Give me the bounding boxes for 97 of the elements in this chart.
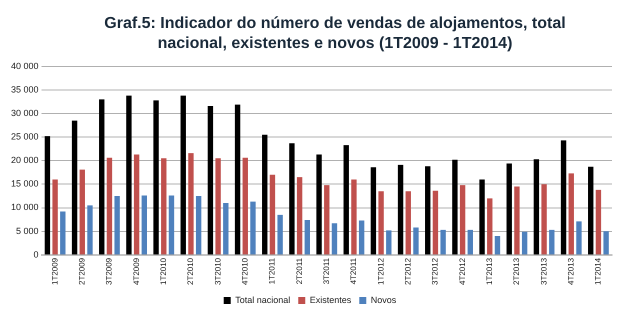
- bar: [588, 166, 594, 254]
- bar: [304, 220, 310, 254]
- bar: [277, 214, 283, 254]
- bar: [223, 203, 228, 254]
- x-tick-label: 1T2012: [376, 257, 386, 286]
- x-tick-label: 4T2012: [458, 257, 467, 286]
- bar: [432, 190, 438, 254]
- bar: [168, 196, 174, 254]
- bar: [80, 170, 85, 254]
- bar: [468, 230, 473, 254]
- x-tick-label: 1T2014: [594, 257, 603, 286]
- bar: [180, 96, 186, 254]
- bar: [60, 212, 66, 254]
- y-tick-label: 35 000: [10, 84, 39, 94]
- bar: [87, 205, 93, 254]
- bar: [99, 99, 104, 254]
- bar: [52, 179, 58, 254]
- bar: [549, 230, 554, 254]
- x-tick-label: 3T2011: [322, 257, 331, 284]
- bar: [534, 159, 540, 254]
- x-tick-label: 3T2013: [539, 257, 548, 286]
- bar: [514, 186, 520, 254]
- bar: [440, 230, 446, 254]
- bar: [250, 202, 256, 254]
- x-tick-label: 1T2009: [50, 257, 60, 286]
- bar: [114, 196, 120, 254]
- x-tick-label: 1T2013: [484, 257, 494, 286]
- bar: [378, 191, 384, 254]
- bar: [289, 143, 295, 254]
- bar: [479, 179, 485, 254]
- y-tick-label: 15 000: [10, 178, 39, 189]
- bar: [234, 104, 240, 254]
- chart-title: Graf.5: Indicador do número de vendas de alojamentos, total nacional, existentes e novos (1T2009 - 1T2014): [103, 14, 567, 54]
- bar: [506, 163, 512, 254]
- bar: [351, 179, 357, 254]
- bar: [72, 120, 78, 254]
- y-tick-label: 0: [34, 249, 39, 260]
- bar: [494, 236, 500, 254]
- bar: [370, 167, 376, 254]
- y-tick-label: 5 000: [16, 226, 39, 236]
- x-tick-label: 4T2013: [566, 257, 576, 286]
- bar: [215, 158, 221, 254]
- y-tick-label: 25 000: [10, 132, 39, 142]
- y-tick-label: 10 000: [10, 202, 39, 212]
- bar: [541, 184, 547, 254]
- y-tick-label: 30 000: [10, 108, 39, 118]
- x-tick-label: 2T2009: [77, 257, 86, 286]
- bar: [344, 145, 349, 254]
- bar: [576, 221, 582, 254]
- bar: [44, 136, 50, 254]
- bar: [142, 196, 147, 254]
- x-tick-label: 3T2009: [104, 257, 114, 286]
- bar: [358, 220, 364, 254]
- bar: [487, 198, 492, 254]
- bar: [242, 158, 248, 254]
- x-tick-label: 2T2012: [403, 257, 412, 286]
- bar: [153, 100, 159, 254]
- bar: [188, 153, 194, 254]
- x-tick-label: 1T2010: [158, 257, 168, 286]
- legend-label: Total nacional: [235, 294, 290, 305]
- bar: [134, 154, 140, 254]
- x-tick-label: 3T2010: [213, 257, 222, 286]
- x-tick-label: 2T2010: [186, 257, 196, 286]
- x-tick-label: 3T2012: [430, 257, 440, 286]
- bar: [262, 134, 268, 254]
- bar: [106, 158, 112, 254]
- x-tick-label: 4T2010: [240, 257, 250, 286]
- legend-label: Novos: [370, 294, 397, 305]
- bar: [413, 228, 419, 254]
- bar: [406, 191, 411, 254]
- bar: [316, 154, 322, 254]
- bar: [296, 177, 302, 254]
- bar: [522, 232, 528, 254]
- bar: [196, 196, 202, 254]
- bar: [324, 185, 330, 254]
- bar: [126, 96, 132, 254]
- bar: [452, 160, 458, 254]
- bar: [460, 185, 466, 254]
- bar: [596, 190, 602, 254]
- bar: [398, 164, 404, 254]
- x-tick-label: 4T2011: [349, 257, 358, 284]
- x-tick-label: 1T2011: [268, 257, 277, 284]
- x-tick-label: 4T2009: [132, 257, 141, 286]
- bar: [208, 106, 214, 254]
- bar: [161, 158, 166, 254]
- bar: [270, 174, 276, 254]
- bar: [560, 140, 566, 254]
- bar: [332, 223, 338, 254]
- y-tick-label: 20 000: [10, 155, 39, 166]
- bar: [603, 231, 609, 254]
- x-tick-label: 2T2011: [294, 257, 304, 284]
- bar: [386, 230, 392, 254]
- bar: [568, 173, 574, 254]
- bar: [425, 166, 430, 254]
- y-tick-label: 40 000: [10, 60, 39, 71]
- legend-label: Existentes: [310, 294, 352, 305]
- x-tick-label: 2T2013: [512, 257, 522, 286]
